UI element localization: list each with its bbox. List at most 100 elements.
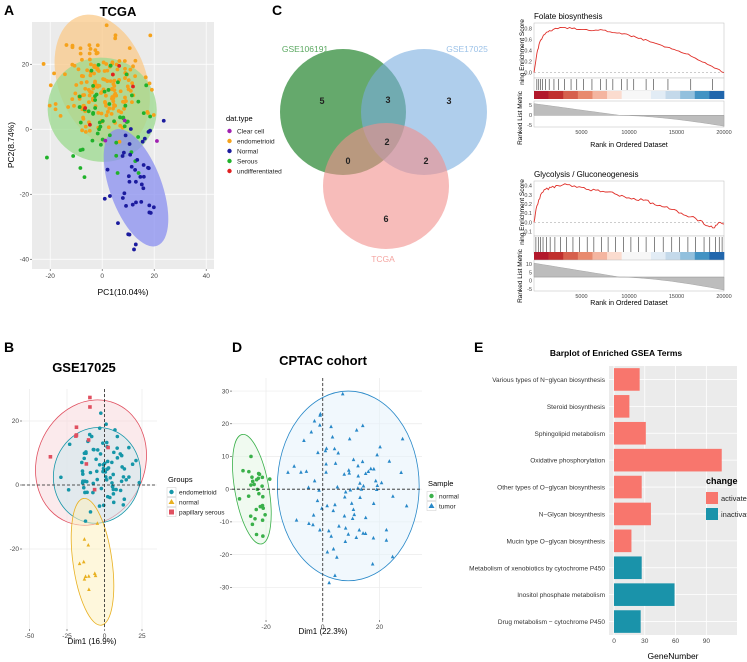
point-normal bbox=[256, 471, 261, 476]
venn-count-only-gse106191: 5 bbox=[319, 96, 324, 106]
point-tumor bbox=[370, 561, 375, 566]
point-endometrioid bbox=[104, 62, 109, 66]
point-endometrioid bbox=[78, 51, 83, 56]
point-endometrioid bbox=[103, 100, 108, 105]
point-endometrioid bbox=[53, 107, 58, 112]
legend-label-endometrioid: endometrioid bbox=[179, 490, 217, 497]
point-serous bbox=[141, 111, 146, 116]
point-endometrioid bbox=[87, 51, 92, 56]
point-normal bbox=[237, 497, 242, 501]
point-normal bbox=[127, 179, 132, 184]
point-tumor bbox=[351, 507, 356, 512]
rank-colorbar-segment bbox=[694, 91, 710, 99]
point-tumor bbox=[324, 461, 328, 466]
gsea-2-ylabel-es: ning Enrichment Score bbox=[519, 179, 526, 245]
point-endometrioid bbox=[106, 125, 111, 130]
x-tick-label-40: 40 bbox=[203, 273, 211, 280]
point-papillary-serous bbox=[74, 434, 78, 438]
y-tick-label--30: -30 bbox=[220, 584, 230, 591]
point-endometrioid bbox=[95, 448, 100, 452]
point-tumor bbox=[302, 438, 306, 442]
y-tick-label--20: -20 bbox=[10, 546, 20, 553]
point-endometrioid bbox=[122, 497, 127, 501]
point-tumor bbox=[304, 469, 309, 473]
point-endometrioid bbox=[67, 442, 72, 447]
point-normal bbox=[250, 522, 255, 527]
point-endometrioid bbox=[89, 434, 94, 439]
point-normal bbox=[246, 494, 251, 498]
panel-d-letter: D bbox=[232, 339, 242, 355]
es-tick-label-0-4: 0.4 bbox=[524, 49, 532, 55]
point-serous bbox=[80, 147, 85, 152]
bar-metabolism-of-xenobiotics-by-cytochrome-p450 bbox=[614, 556, 642, 580]
point-endometrioid bbox=[112, 450, 116, 455]
category-label-various-types-of-n-glycan-biosynthesis: Various types of N−glycan biosynthesis bbox=[492, 377, 606, 384]
gsea-x-tick-label-15000: 15000 bbox=[669, 294, 684, 300]
rank-colorbar-segment bbox=[607, 91, 622, 99]
point-undifferentiated bbox=[83, 106, 88, 110]
point-endometrioid bbox=[111, 99, 116, 104]
legend-marker-clear-cell bbox=[227, 128, 232, 134]
point-endometrioid bbox=[97, 426, 102, 430]
point-normal bbox=[126, 174, 131, 179]
category-label-drug-metabolism-cytochrome-p450: Drug metabolism − cytochrome P450 bbox=[498, 619, 606, 626]
point-endometrioid bbox=[76, 67, 81, 72]
point-endometrioid bbox=[74, 83, 79, 87]
rank-colorbar-segment bbox=[548, 252, 564, 260]
point-endometrioid bbox=[114, 93, 118, 98]
enrichment-score-line bbox=[533, 183, 725, 229]
gsea-2-xlabel: Rank in Ordered Dataset bbox=[590, 300, 667, 307]
y-tick-label--40: -40 bbox=[20, 256, 30, 263]
point-papillary-serous bbox=[86, 438, 91, 442]
panel-a-legend-title: dat.type bbox=[226, 114, 253, 123]
point-endometrioid bbox=[96, 69, 101, 73]
point-tumor bbox=[316, 450, 320, 455]
point-tumor bbox=[336, 450, 341, 455]
panel-a-legend: dat.type Clear cell endometrioid Normal Ser… bbox=[226, 114, 282, 176]
point-endometrioid bbox=[101, 503, 106, 508]
es-tick-label-0-1: 0.1 bbox=[524, 211, 532, 217]
point-endometrioid bbox=[73, 91, 78, 96]
x-tick-label-20: 20 bbox=[151, 273, 159, 280]
panel-d-title: CPTAC cohort bbox=[279, 353, 368, 368]
point-endometrioid bbox=[93, 79, 97, 84]
bar-n-glycan-biosynthesis bbox=[614, 502, 651, 526]
x-tick-label-0: 0 bbox=[321, 624, 325, 631]
point-endometrioid bbox=[122, 467, 127, 471]
rank-colorbar-segment bbox=[665, 91, 681, 99]
point-tumor bbox=[369, 466, 373, 471]
venn-count-only-tcga: 6 bbox=[383, 214, 388, 224]
legend-label-endometrioid: endometrioid bbox=[237, 139, 275, 146]
category-label-metabolism-of-xenobiotics-by-cytochrome-p450: Metabolism of xenobiotics by cytochrome … bbox=[469, 565, 605, 572]
point-undifferentiated bbox=[88, 122, 92, 127]
point-endometrioid bbox=[58, 113, 63, 118]
point-endometrioid bbox=[86, 87, 91, 92]
point-endometrioid bbox=[104, 93, 108, 98]
point-serous bbox=[82, 175, 87, 180]
point-serous bbox=[96, 62, 101, 67]
point-serous bbox=[136, 171, 141, 175]
point-endometrioid bbox=[88, 510, 93, 514]
point-endometrioid bbox=[118, 452, 123, 456]
point-endometrioid bbox=[101, 77, 105, 81]
point-endometrioid bbox=[104, 422, 108, 426]
point-papillary-serous bbox=[74, 425, 79, 430]
panel-d-legend: Sample normal tumor bbox=[426, 479, 459, 511]
point-endometrioid bbox=[113, 33, 118, 38]
gsea-1-xlabel: Rank in Ordered Dataset bbox=[590, 142, 667, 149]
point-endometrioid bbox=[84, 479, 89, 484]
point-endometrioid bbox=[110, 460, 114, 465]
panel-e-category-labels: Various types of N−glycan biosynthesis St… bbox=[469, 377, 606, 626]
point-tumor bbox=[373, 478, 378, 483]
bar-drug-metabolism-cytochrome-p450 bbox=[614, 610, 641, 633]
point-serous bbox=[124, 72, 129, 77]
legend-label-inactivated: inactivated bbox=[721, 510, 747, 519]
point-tumor bbox=[324, 470, 328, 474]
point-endometrioid bbox=[82, 93, 87, 97]
point-tumor bbox=[329, 534, 333, 538]
panel-a-ylabel: PC2(8.74%) bbox=[6, 122, 16, 168]
point-normal bbox=[124, 204, 128, 208]
point-endometrioid bbox=[151, 113, 156, 117]
point-endometrioid bbox=[131, 64, 135, 69]
